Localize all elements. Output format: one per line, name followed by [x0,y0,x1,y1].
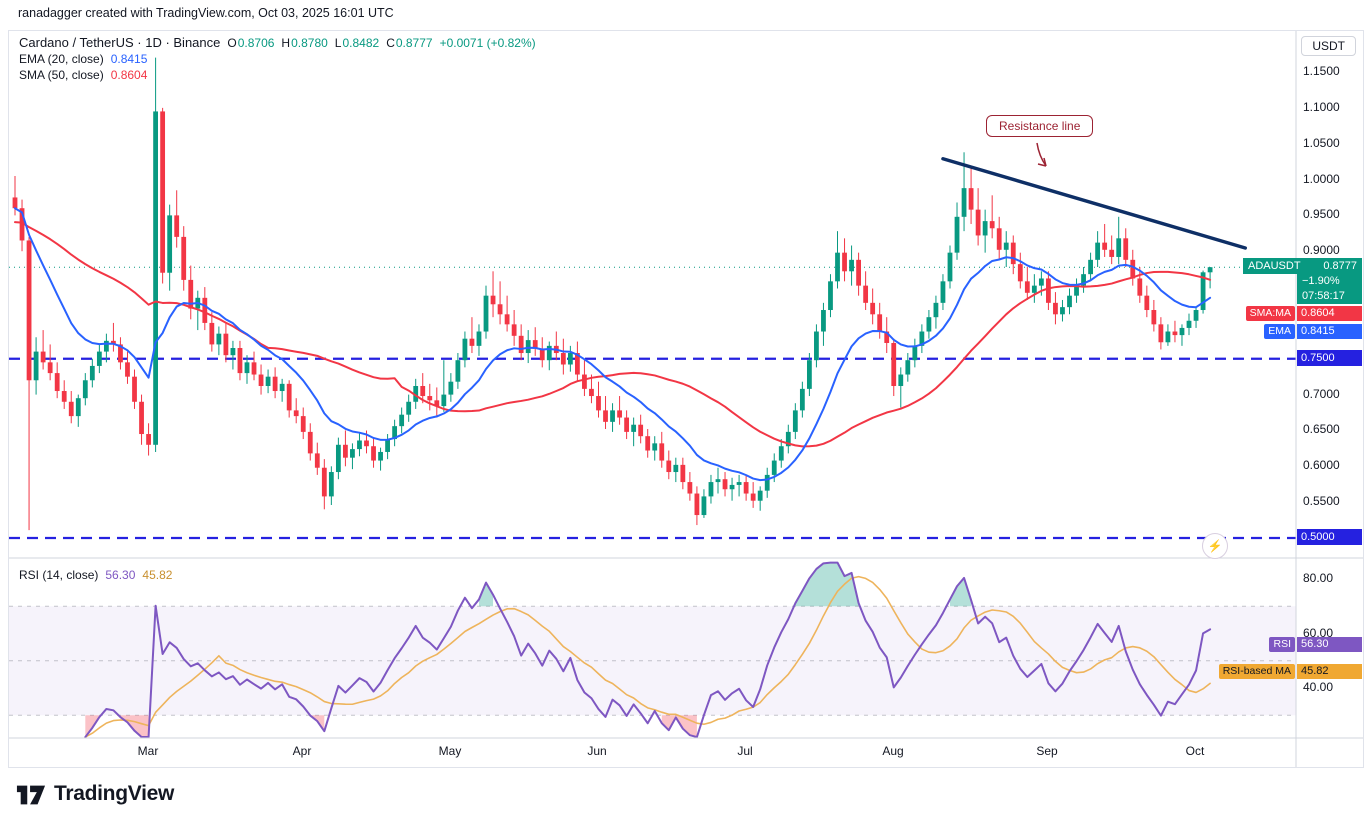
time-axis-label: Aug [882,744,904,758]
ema-line [14,207,1212,482]
ohlc-values: O0.8706 H0.8780 L0.8482 C0.8777 [220,35,432,51]
ohlc-key: L [334,36,342,50]
support-level-badge-0.50: 0.5000 [1297,529,1362,545]
symbol-price-badge: ADAUSDT 0.8777 −1.90% 07:58:17 [1243,258,1362,304]
ema-axis-badge: EMA 0.8415 [1264,324,1362,339]
tradingview-logo-text: TradingView [54,782,175,805]
sma-legend-label[interactable]: SMA (50, close) [19,68,104,82]
callout-arrowhead [1037,157,1047,167]
ema-legend-label[interactable]: EMA (20, close) [19,52,104,66]
time-axis-label: Jun [587,744,607,758]
price-tick-label: 1.1000 [1303,100,1340,114]
symbol-legend: Cardano / TetherUS · 1D · Binance O0.870… [19,35,536,83]
price-tick-label: 1.0000 [1303,172,1340,186]
symbol-badge-text: ADAUSDT [1248,260,1301,272]
currency-toggle-button[interactable]: USDT [1301,36,1356,56]
sma-legend-value: 0.8604 [110,68,148,82]
rsi-ma-axis-badge: RSI-based MA 45.82 [1218,664,1362,679]
change-value: +0.0071 (+0.82%) [439,36,536,50]
rsi-tick-label: 80.00 [1303,571,1334,585]
rsi-legend-label[interactable]: RSI (14, close) [19,568,99,582]
ohlc-value: 0.8777 [395,36,433,50]
price-tick-label: 0.6500 [1303,422,1340,436]
resistance-trendline[interactable] [941,156,1247,250]
candles-layer [12,57,1213,531]
rsi-ma-legend-value: 45.82 [142,568,173,582]
price-tick-label: 1.1500 [1303,64,1340,78]
rsi-ma-badge-value: 45.82 [1297,664,1362,679]
chart-container[interactable]: Cardano / TetherUS · 1D · Binance O0.870… [8,30,1364,768]
ema-legend-value: 0.8415 [110,52,148,66]
price-tick-label: 0.9000 [1303,243,1340,257]
time-axis-label: Apr [292,744,312,758]
ema-badge-label: EMA [1264,324,1295,339]
time-axis[interactable] [8,737,1295,766]
rsi-overbought-fill [478,582,494,607]
ohlc-value: 0.8780 [291,36,328,50]
rsi-tick-label: 60.00 [1303,626,1334,640]
price-tick-label: 0.9500 [1303,207,1340,221]
sma-badge-label: SMA:MA [1245,306,1295,321]
resistance-line-label[interactable]: Resistance line [986,115,1094,137]
time-axis-label: May [438,744,462,758]
time-axis-label: Jul [737,744,753,758]
ohlc-key: H [281,36,291,50]
ohlc-value: 0.8706 [237,36,275,50]
rsi-legend: RSI (14, close) 56.30 45.82 [19,567,172,583]
rsi-tick-label: 40.00 [1303,680,1334,694]
price-tick-label: 1.0500 [1303,136,1340,150]
rsi-line [84,561,1212,739]
rsi-badge-label: RSI [1269,637,1295,652]
tradingview-logo-icon [16,785,46,805]
symbol-badge-countdown: 07:58:17 [1297,289,1362,304]
ema-badge-value: 0.8415 [1297,324,1362,339]
rsi-badge-value: 56.30 [1297,637,1362,652]
support-level-badge-0.75: 0.7500 [1297,350,1362,366]
ohlc-value: 0.8482 [342,36,380,50]
price-chart-canvas[interactable] [9,31,1363,767]
price-tick-label: 0.6000 [1303,458,1340,472]
price-tick-label: 0.7000 [1303,387,1340,401]
rsi-axis-badge: RSI 56.30 [1269,637,1362,652]
time-axis-label: Oct [1185,744,1205,758]
rsi-oversold-fill [661,715,697,738]
symbol-badge-change: −1.90% [1297,274,1362,289]
sma-line [14,221,1212,448]
rsi-legend-value: 56.30 [105,568,136,582]
lightning-icon: ⚡ [1207,539,1223,553]
symbol-title[interactable]: Cardano / TetherUS · 1D · Binance [19,35,221,50]
time-axis-label: Sep [1036,744,1058,758]
rsi-oversold-fill [310,715,325,732]
sma-axis-badge: SMA:MA 0.8604 [1245,306,1362,321]
symbol-badge-price: 0.8777 [1323,260,1357,272]
tradingview-logo[interactable]: TradingView [16,782,174,806]
attribution-text: ranadagger created with TradingView.com,… [18,6,394,20]
rsi-ma-line [84,575,1211,738]
rsi-ma-badge-label: RSI-based MA [1218,664,1295,679]
rsi-oversold-fill [120,715,149,738]
ohlc-key: C [386,36,395,50]
time-axis-label: Mar [137,744,159,758]
price-tick-label: 0.5500 [1303,494,1340,508]
quick-trade-button[interactable]: ⚡ [1202,533,1228,559]
sma-badge-value: 0.8604 [1297,306,1362,321]
ohlc-key: O [227,36,237,50]
